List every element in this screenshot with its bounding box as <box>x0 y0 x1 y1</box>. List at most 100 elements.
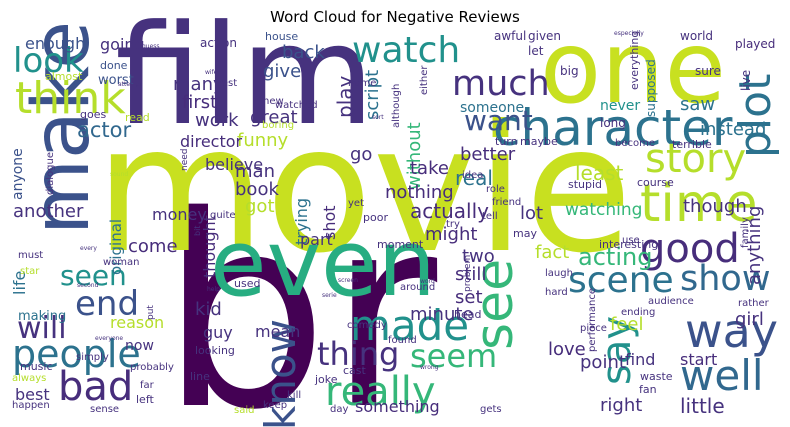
word-real: real <box>455 166 493 190</box>
word-every: every <box>80 245 97 252</box>
word-watched: watched <box>275 100 318 111</box>
word-quite: quite <box>210 210 236 221</box>
word-role: role <box>486 184 505 195</box>
word-line: line <box>190 370 210 383</box>
word-played: played <box>735 37 775 51</box>
word-shot: shot <box>320 205 339 240</box>
word-yet: yet <box>348 198 364 209</box>
word-another: another <box>13 201 84 222</box>
word-anything: anything <box>744 206 765 285</box>
word-found: found <box>388 335 417 346</box>
word-left: left <box>136 393 155 406</box>
word-acting: acting <box>578 243 652 271</box>
word-either: either <box>419 65 430 95</box>
word-end: end <box>75 284 139 324</box>
word-great: great <box>250 107 298 128</box>
word-friend: friend <box>492 197 521 208</box>
word-sense: sense <box>90 404 119 415</box>
word-serie: serie <box>322 292 337 299</box>
word-day: day <box>330 404 348 415</box>
word-made: made <box>350 301 469 350</box>
word-script: script <box>362 70 383 120</box>
word-seem: seem <box>410 337 497 375</box>
word-much: much <box>452 64 550 104</box>
word-almost: almost <box>45 70 83 83</box>
word-least: least <box>575 161 624 185</box>
word-fan: fan <box>639 383 657 396</box>
word-girl: girl <box>735 309 764 330</box>
word-man: man <box>235 161 275 182</box>
word-come: come <box>128 236 178 257</box>
word-way: way <box>685 304 778 358</box>
word-movie: movie <box>95 89 632 292</box>
word-word: word <box>420 278 435 285</box>
word-woman: woman <box>103 257 140 268</box>
word-wife: wife <box>205 69 218 76</box>
word-idea: idea <box>462 170 483 181</box>
word-people: people <box>12 332 141 376</box>
word-set: set <box>455 287 483 308</box>
word-joke: joke <box>314 373 338 386</box>
word-story: story <box>645 136 746 182</box>
word-big: big <box>560 64 579 78</box>
word-give: give <box>263 61 301 82</box>
word-read: read <box>125 111 150 124</box>
word-many: many <box>173 74 224 95</box>
word-kill: kill <box>287 390 301 401</box>
word-take: take <box>410 158 449 179</box>
word-making: making <box>18 309 66 324</box>
word-must: must <box>18 250 43 261</box>
word-use: use <box>622 235 640 246</box>
word-seen: seen <box>60 259 127 292</box>
word-see: see <box>465 259 525 350</box>
word-performance: performance <box>587 288 598 352</box>
word-first: first <box>182 92 217 113</box>
word-play: play <box>333 75 357 118</box>
word-rest: rest <box>218 78 237 89</box>
word-terrible: terrible <box>672 138 712 151</box>
word-audience: audience <box>648 296 694 307</box>
word-character: character <box>493 99 733 157</box>
word-actually: actually <box>410 199 489 223</box>
word-piece: piece <box>580 323 607 334</box>
word-music: music <box>20 360 53 373</box>
word-nothing: nothing <box>385 182 454 203</box>
word-maybe: maybe <box>520 135 558 148</box>
word-work: work <box>195 110 239 131</box>
chart-title: Word Cloud for Negative Reviews <box>270 8 520 26</box>
word-never: never <box>600 98 640 114</box>
word-simply: simply <box>76 352 109 363</box>
word-long: long <box>600 116 626 130</box>
word-let: let <box>528 44 544 58</box>
word-dialogue: dialogue <box>45 152 56 195</box>
word-put: put <box>146 305 156 320</box>
word-best: best <box>15 385 50 404</box>
word-new: new <box>263 96 284 107</box>
word-used: used <box>234 277 260 290</box>
word-instead: instead <box>700 119 766 140</box>
word-start: start <box>680 350 717 369</box>
word-point: point <box>580 352 626 373</box>
word-boring: boring <box>262 120 294 131</box>
word-problem: problem <box>463 255 473 292</box>
word-br: br <box>160 160 440 427</box>
word-enough: enough <box>25 34 85 53</box>
word-actor: actor <box>77 118 131 142</box>
word-probably: probably <box>130 362 174 373</box>
word-gets: gets <box>480 404 502 415</box>
word-help: help <box>207 286 220 293</box>
word-little: little <box>680 394 725 418</box>
word-film: film <box>115 0 375 156</box>
word-minute: minute <box>410 304 473 325</box>
word-going: going <box>100 35 145 54</box>
word-love: love <box>548 339 586 360</box>
word-supposed: supposed <box>644 59 658 117</box>
word-feel: feel <box>610 314 644 335</box>
word-awful: awful <box>494 29 526 43</box>
word-one: one <box>540 9 726 126</box>
word-kid: kid <box>195 299 222 320</box>
word-around: around <box>400 282 435 293</box>
word-interesting: interesting <box>599 238 658 251</box>
word-screen: screen <box>338 277 358 284</box>
